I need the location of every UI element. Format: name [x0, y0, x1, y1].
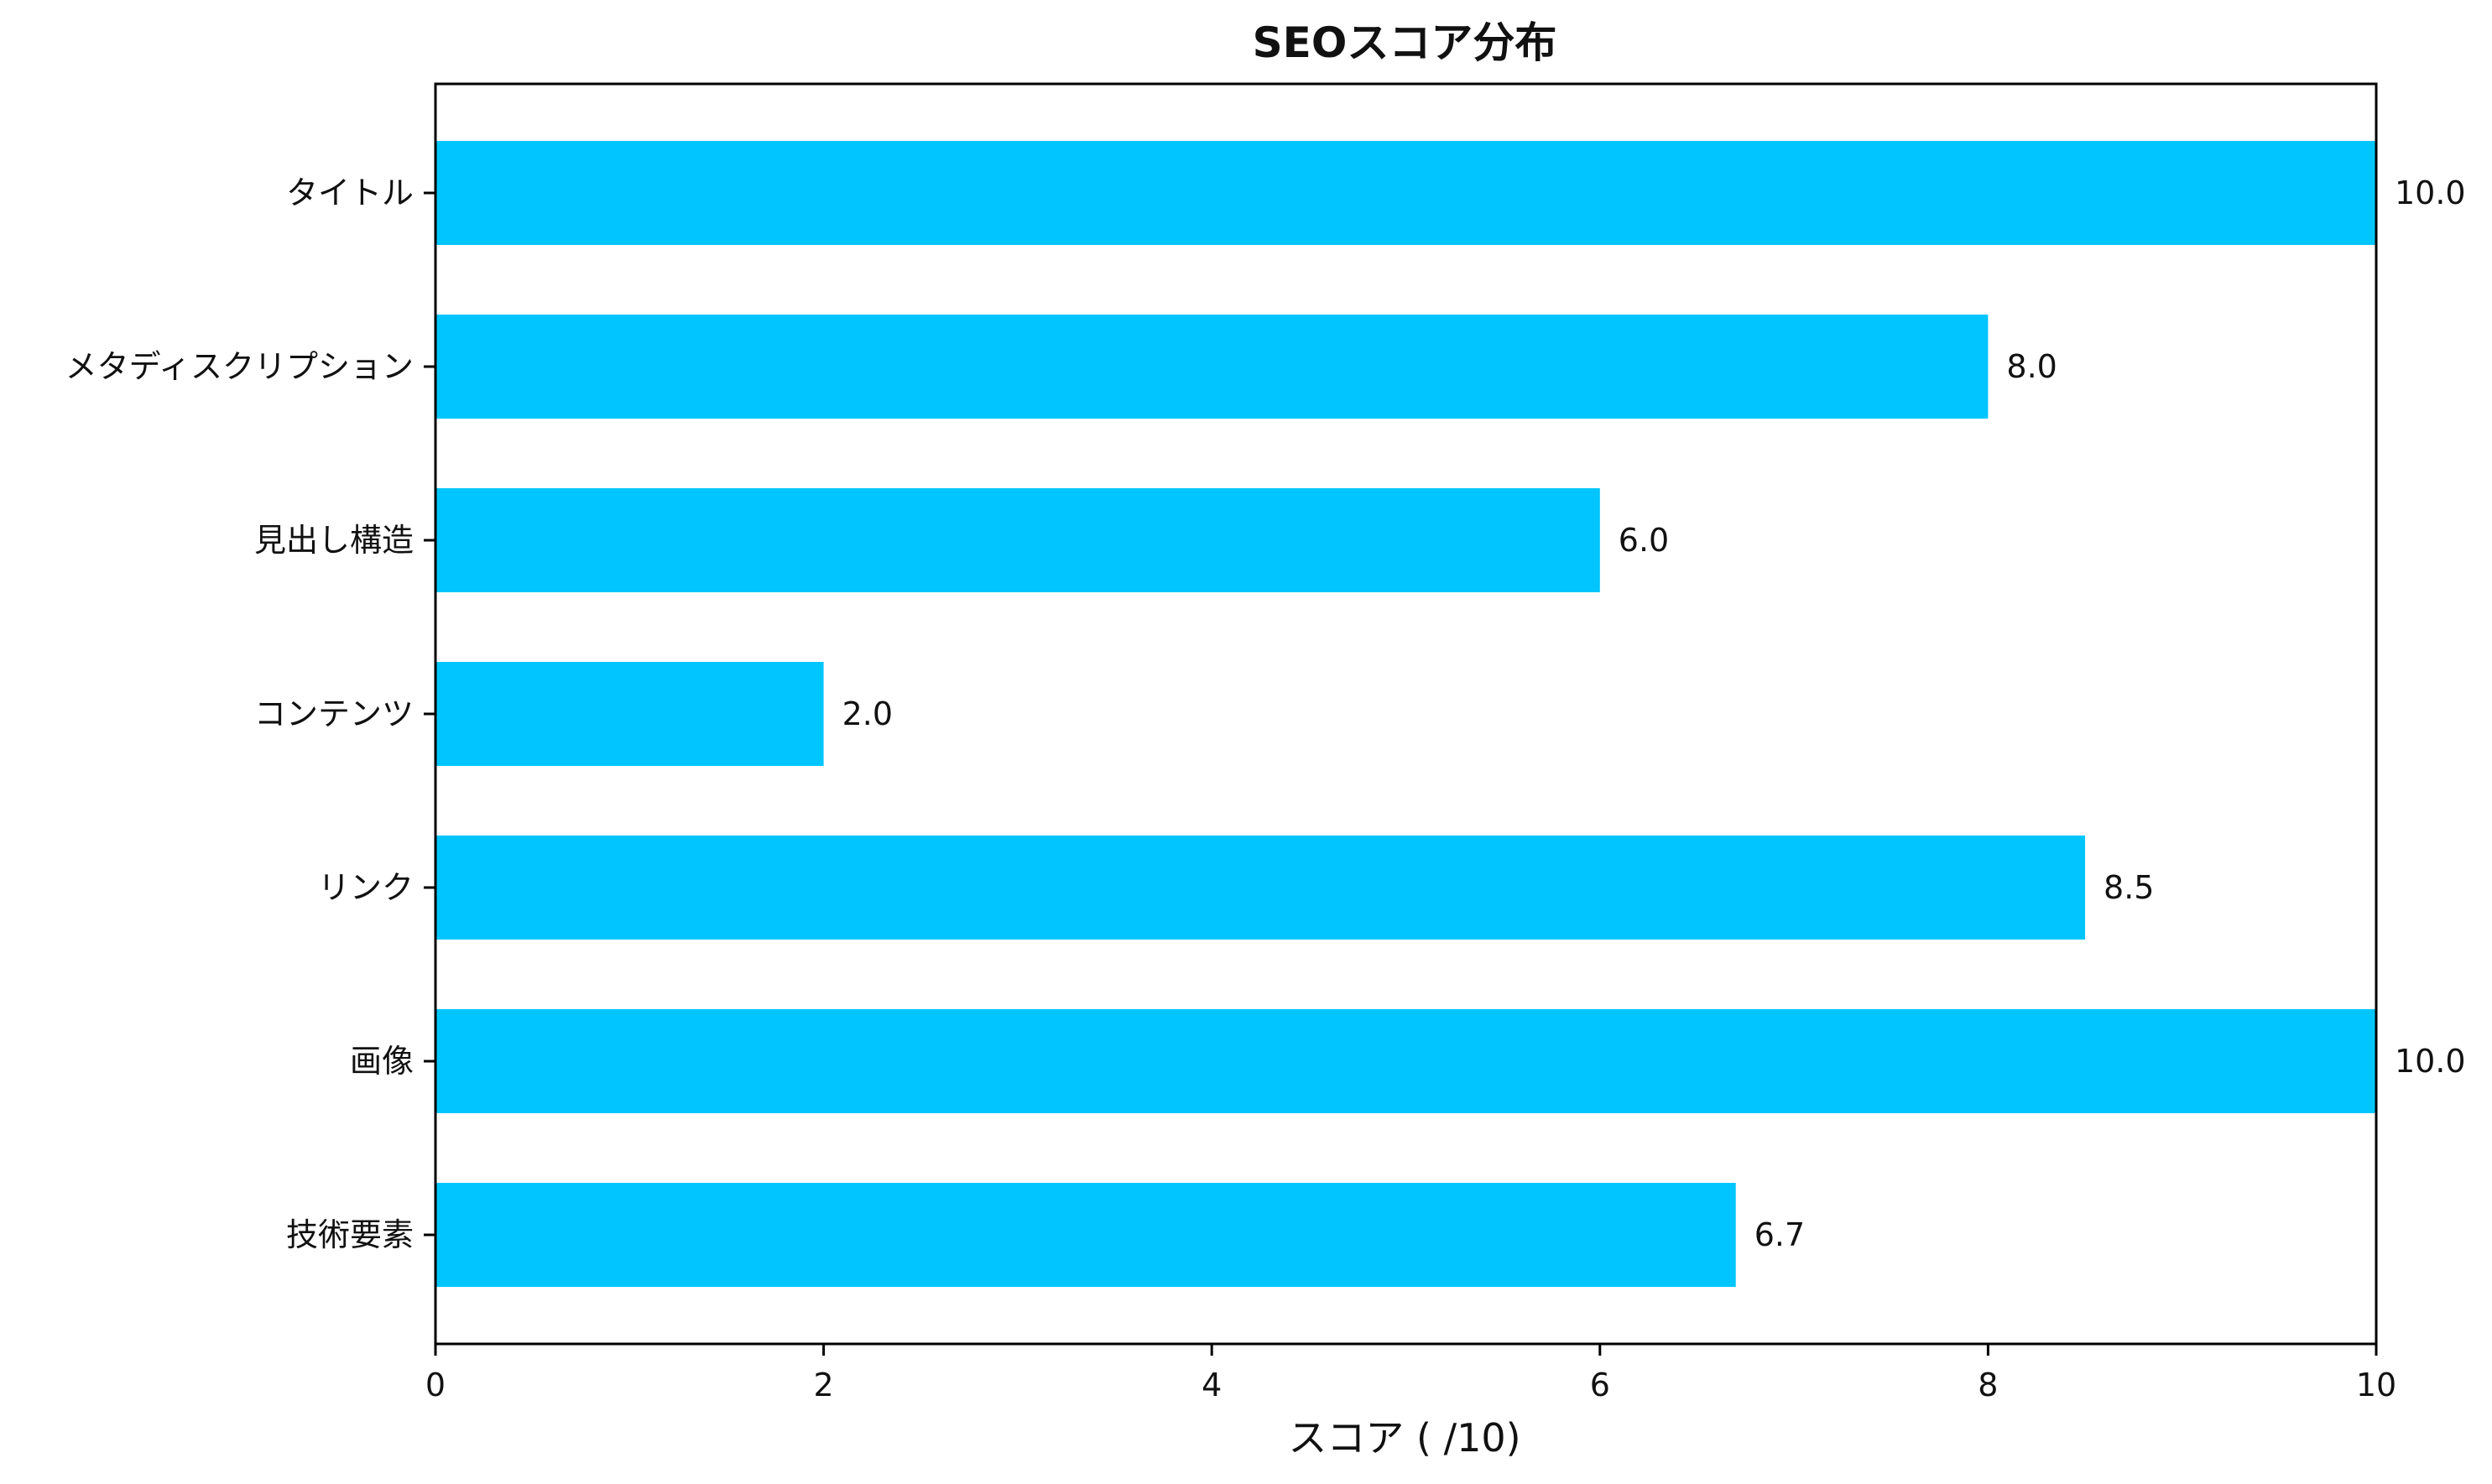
y-tick-label: 技術要素 [286, 1216, 414, 1253]
x-tick-label: 4 [1202, 1367, 1222, 1403]
bar [435, 315, 1989, 419]
value-labels: 10.0 8.0 6.0 2.0 8.5 10.0 6.7 [842, 174, 2466, 1253]
x-axis: 0 2 4 6 8 10 [425, 1344, 2396, 1403]
bar [435, 1009, 2376, 1113]
x-tick-label: 10 [2356, 1367, 2396, 1403]
y-tick-label: タイトル [286, 174, 414, 211]
x-tick-label: 0 [425, 1367, 446, 1403]
bar [435, 488, 1600, 592]
bar [435, 836, 2086, 940]
bar [435, 141, 2376, 245]
bar-value-label: 8.5 [2104, 869, 2154, 906]
x-tick-label: 6 [1590, 1367, 1610, 1403]
bar-value-label: 10.0 [2395, 1043, 2466, 1080]
y-tick-label: コンテンツ [254, 695, 414, 732]
x-tick-label: 2 [814, 1367, 834, 1403]
bar [435, 662, 824, 766]
bar-value-label: 6.7 [1754, 1216, 1805, 1253]
y-tick-label: 見出し構造 [254, 522, 414, 559]
bars-layer [435, 141, 2376, 1287]
bar [435, 1183, 1736, 1287]
y-tick-label: メタディスクリプション [65, 348, 414, 385]
x-axis-title: スコア ( /10) [1288, 1415, 1520, 1461]
chart-title: SEOスコア分布 [1253, 18, 1557, 67]
y-tick-label: リンク [318, 869, 414, 906]
bar-value-label: 8.0 [2006, 348, 2057, 385]
bar-value-label: 6.0 [1619, 522, 1669, 559]
bar-value-label: 10.0 [2395, 174, 2466, 211]
x-tick-label: 8 [1978, 1367, 1998, 1403]
bar-value-label: 2.0 [842, 695, 893, 732]
y-tick-label: 画像 [350, 1043, 414, 1080]
